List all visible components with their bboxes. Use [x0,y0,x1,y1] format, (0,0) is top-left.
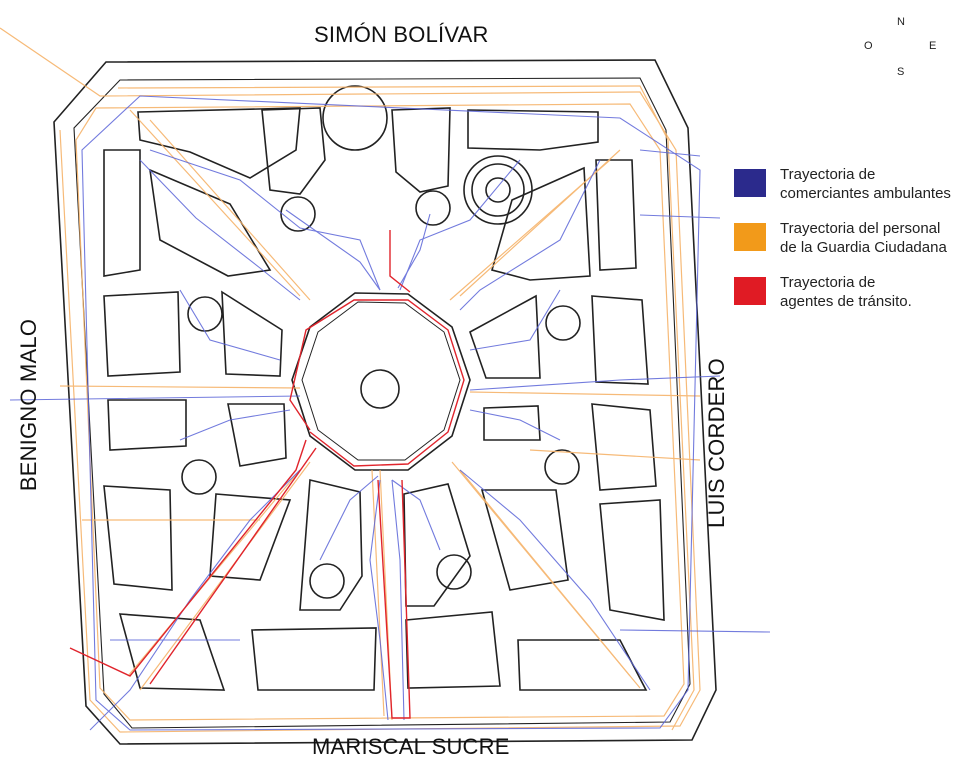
street-label-south: MARISCAL SUCRE [312,734,510,759]
legend-label-transit: Trayectoria de agentes de tránsito. [780,273,912,311]
legend-label-line: Trayectoria de [780,166,876,183]
legend-item-guard: Trayectoria del personal de la Guardia C… [734,219,980,257]
planter-e [545,305,581,341]
rosette-inner [485,177,511,203]
planter-s2 [436,554,472,590]
guard-trajectories [0,27,701,733]
legend-swatch-guard [734,223,766,251]
legend-item-vendors: Trayectoria de comerciantes ambulantes [734,165,980,203]
planter-sw [181,459,217,495]
planter-w [187,296,223,332]
legend-label-guard: Trayectoria del personal de la Guardia C… [780,219,947,257]
legend-item-transit: Trayectoria de agentes de tránsito. [734,273,980,311]
compass-south: S [897,66,905,78]
rosette-outer [463,155,533,225]
planter-nw [280,196,316,232]
outer-block [53,59,717,745]
compass-north: N [897,16,905,28]
central-fountain [360,369,400,409]
transit-trajectories [69,230,465,719]
legend-label-line: agentes de tránsito. [780,293,912,310]
planter-n [415,190,451,226]
north-monument [322,85,388,151]
legend: Trayectoria de comerciantes ambulantes T… [734,165,980,327]
plaza-outline [53,59,717,745]
compass-east: E [929,40,937,52]
legend-label-line: de la Guardia Ciudadana [780,239,947,256]
legend-swatch-transit [734,277,766,305]
street-label-north: SIMÓN BOLÍVAR [314,22,489,47]
legend-label-line: comerciantes ambulantes [780,185,951,202]
compass-west: O [864,40,873,52]
central-octagon-inner [301,301,461,461]
planter-s1 [309,563,345,599]
legend-swatch-vendors [734,169,766,197]
legend-label-line: Trayectoria de [780,274,876,291]
vendor-trajectories [9,95,771,731]
street-label-east: LUIS CORDERO [704,358,729,528]
planter-se [544,449,580,485]
street-label-west: BENIGNO MALO [16,318,41,492]
legend-label-line: Trayectoria del personal [780,220,941,237]
central-octagon [291,292,471,471]
legend-label-vendors: Trayectoria de comerciantes ambulantes [780,165,951,203]
rosette-mid [471,163,525,217]
